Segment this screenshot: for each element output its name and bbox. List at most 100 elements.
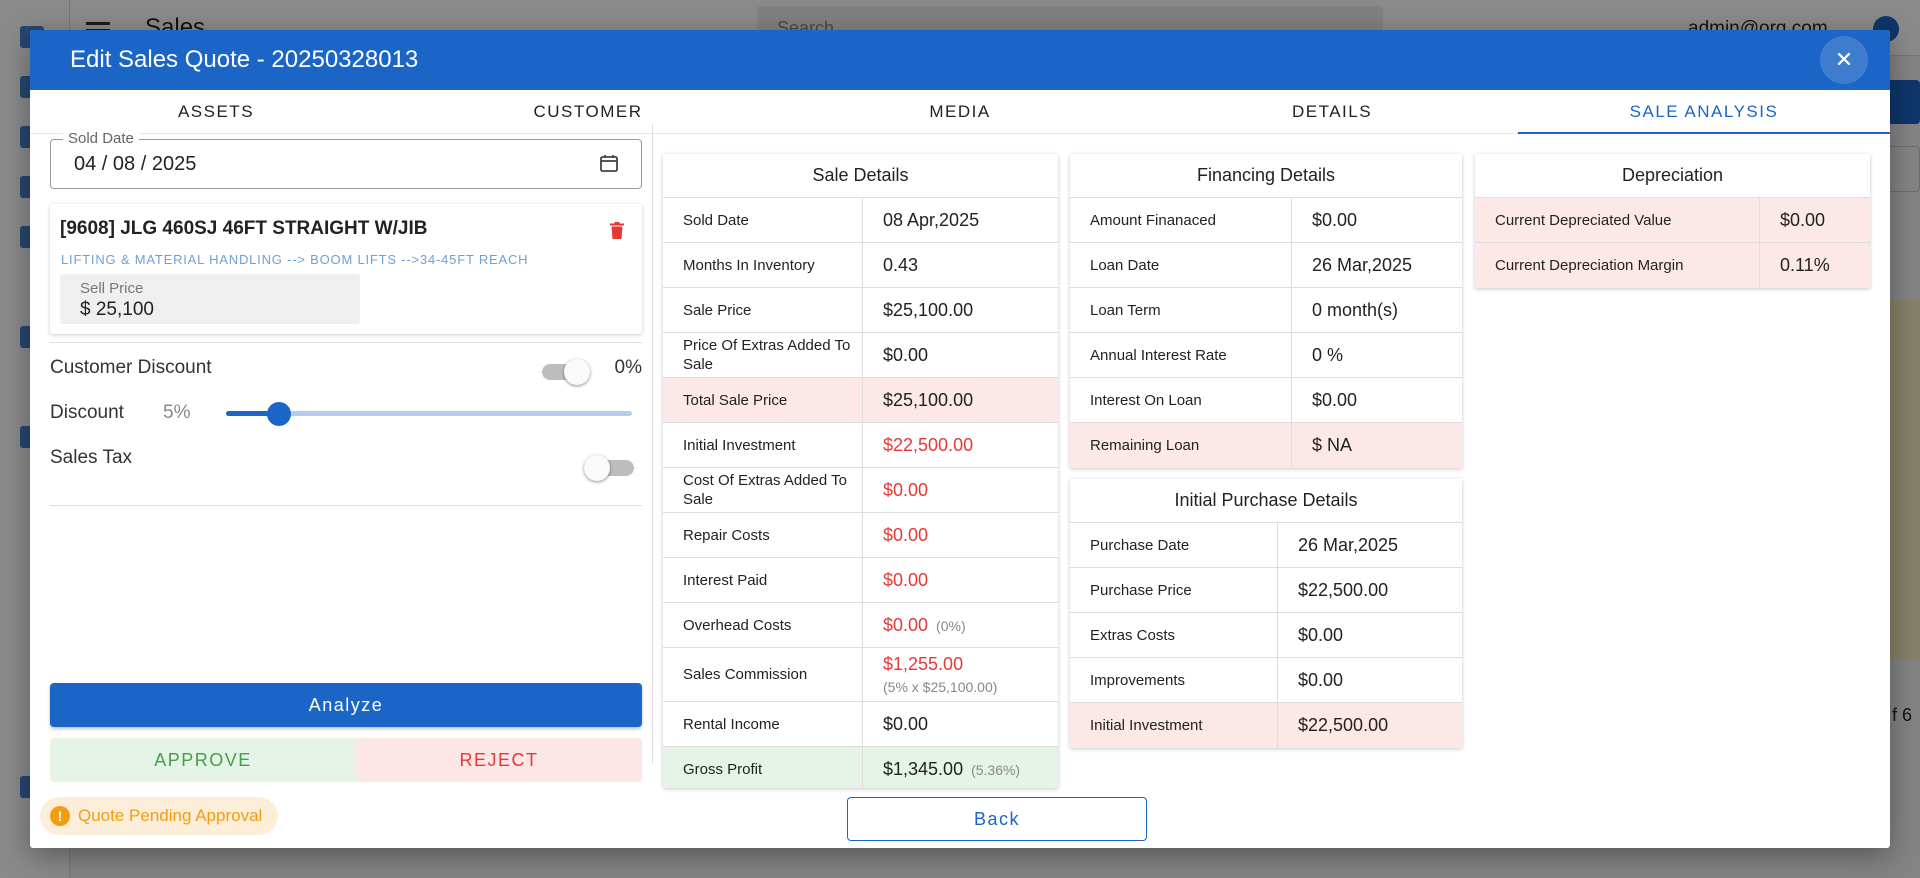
table-row: Gross Profit $1,345.00 (5.36%) <box>663 747 1058 788</box>
customer-discount-toggle-knob[interactable] <box>564 359 590 385</box>
table-row: Extras Costs $0.00 <box>1070 613 1462 658</box>
row-value-cell: $25,100.00 <box>863 378 1058 422</box>
row-label: Purchase Price <box>1070 568 1278 612</box>
table-row: Sales Commission $1,255.00 (5% x $25,100.0… <box>663 648 1058 702</box>
tab-customer[interactable]: CUSTOMER <box>533 101 643 121</box>
trash-icon[interactable] <box>610 222 624 239</box>
row-value: $0.00 <box>883 614 929 635</box>
row-value-line: $0.00 <box>1298 625 1462 646</box>
row-value-line: $0.00 <box>1312 210 1462 231</box>
sale-details-card: Sale Details Sold Date 08 Apr,2025 Months … <box>663 154 1058 788</box>
row-value-line: $0.00 <box>883 480 1058 501</box>
row-value-cell: $0.00 <box>1278 658 1462 702</box>
discount-slider-thumb[interactable] <box>266 402 291 426</box>
reject-button[interactable]: REJECT <box>356 738 642 782</box>
row-value: 26 Mar,2025 <box>1312 254 1413 275</box>
row-value-cell: 26 Mar,2025 <box>1292 243 1462 287</box>
sales-tax-label: Sales Tax <box>50 447 133 468</box>
row-value-cell: $0.00 <box>863 558 1058 602</box>
tab-sale-analysis[interactable]: SALE ANALYSIS <box>1518 90 1890 134</box>
row-value-cell: 0 month(s) <box>1292 288 1462 332</box>
row-value-line: $22,500.00 <box>1298 715 1462 736</box>
row-value-cell: $22,500.00 <box>1278 703 1462 748</box>
table-row: Initial Investment $22,500.00 <box>663 423 1058 468</box>
row-value: $0.00 <box>883 479 929 500</box>
row-value-line: $0.00 <box>1298 670 1462 691</box>
menu-icon[interactable] <box>86 22 110 25</box>
row-label: Repair Costs <box>663 513 863 557</box>
row-value-cell: $0.00 <box>1292 198 1462 242</box>
row-label: Improvements <box>1070 658 1278 702</box>
row-value-note: (0%) <box>936 617 966 634</box>
warning-icon: ! <box>50 806 70 826</box>
row-value-cell: $0.00 <box>1760 198 1870 242</box>
back-button[interactable]: Back <box>847 797 1147 841</box>
row-value-cell: $22,500.00 <box>863 423 1058 467</box>
discount-slider-fill <box>226 411 279 416</box>
row-label: Initial Investment <box>1070 703 1278 748</box>
asset-name: [9608] JLG 460SJ 46FT STRAIGHT W/JIB <box>60 218 428 239</box>
row-value-line: 0 % <box>1312 345 1462 366</box>
row-value: $0.00 <box>1298 669 1344 690</box>
row-label: Cost Of Extras Added To Sale <box>663 468 863 512</box>
row-value: 0.11% <box>1780 255 1830 275</box>
row-value-line: $0.00 <box>883 570 1058 591</box>
row-value-line: $1,255.00 <box>883 654 1058 675</box>
table-row: Amount Finanaced $0.00 <box>1070 198 1462 243</box>
sales-tax-toggle-knob[interactable] <box>584 455 610 481</box>
table-row: Repair Costs $0.00 <box>663 513 1058 558</box>
approve-button[interactable]: APPROVE <box>50 738 356 782</box>
calendar-icon[interactable] <box>599 153 619 173</box>
table-row: Rental Income $0.00 <box>663 702 1058 747</box>
row-value-cell: $0.00 (0%) <box>863 603 1058 647</box>
row-value: $1,345.00 <box>883 759 964 779</box>
tab-details[interactable]: DETAILS <box>1291 101 1373 121</box>
discount-label: Discount <box>50 402 124 423</box>
row-value: $0.00 <box>1312 389 1358 410</box>
close-button[interactable]: ✕ <box>1820 36 1868 84</box>
row-label: Sales Commission <box>663 648 863 701</box>
row-value-line: 26 Mar,2025 <box>1298 535 1462 556</box>
financing-details-title: Financing Details <box>1070 154 1462 198</box>
row-value-detail: (5% x $25,100.00) <box>883 679 998 695</box>
row-value-cell: $25,100.00 <box>863 288 1058 332</box>
row-label: Gross Profit <box>663 747 863 788</box>
row-value-cell: 26 Mar,2025 <box>1278 523 1462 567</box>
discount-slider[interactable] <box>226 402 632 426</box>
row-value: $0.00 <box>883 569 929 590</box>
row-value: $22,500.00 <box>1298 579 1389 600</box>
table-row: Loan Term 0 month(s) <box>1070 288 1462 333</box>
initial-purchase-card: Initial Purchase Details Purchase Date 26… <box>1070 479 1462 748</box>
table-row: Interest On Loan $0.00 <box>1070 378 1462 423</box>
tab-media[interactable]: MEDIA <box>929 101 991 121</box>
asset-card: [9608] JLG 460SJ 46FT STRAIGHT W/JIB LIF… <box>50 204 642 334</box>
status-chip-label: Quote Pending Approval <box>78 806 263 825</box>
discount-percent: 5% <box>163 402 191 423</box>
row-label: Extras Costs <box>1070 613 1278 657</box>
row-value: $0.00 <box>883 344 929 365</box>
sold-date-field[interactable]: Sold Date 04 / 08 / 2025 <box>50 130 642 189</box>
row-value-line: $0.00 <box>1312 390 1462 411</box>
row-value: 0 month(s) <box>1312 299 1399 320</box>
row-value-line: $1,345.00 (5.36%) <box>883 759 1058 780</box>
divider <box>50 505 642 506</box>
row-value-cell: 0.43 <box>863 243 1058 287</box>
table-row: Months In Inventory 0.43 <box>663 243 1058 288</box>
row-label: Purchase Date <box>1070 523 1278 567</box>
row-value-line: $0.00 <box>883 525 1058 546</box>
customer-discount-label: Customer Discount <box>50 357 212 378</box>
row-label: Overhead Costs <box>663 603 863 647</box>
row-value-line: $0.00 <box>883 714 1058 735</box>
row-value-line: 08 Apr,2025 <box>883 210 1058 231</box>
sold-date-value[interactable]: 04 / 08 / 2025 <box>74 153 197 175</box>
sell-price-box: Sell Price $ 25,100 <box>60 274 360 324</box>
row-value-note: (5.36%) <box>971 762 1021 778</box>
analyze-button[interactable]: Analyze <box>50 683 642 727</box>
dialog-tabs: ASSETS CUSTOMER MEDIA DETAILS SALE ANALY… <box>30 90 1890 134</box>
row-label: Initial Investment <box>663 423 863 467</box>
row-value-cell: $1,255.00 (5% x $25,100.00) <box>863 648 1058 701</box>
tab-assets[interactable]: ASSETS <box>177 101 255 121</box>
customer-discount-percent: 0% <box>614 357 642 378</box>
row-value-cell: 08 Apr,2025 <box>863 198 1058 242</box>
dialog-header: Edit Sales Quote - 20250328013 ✕ <box>30 30 1890 90</box>
